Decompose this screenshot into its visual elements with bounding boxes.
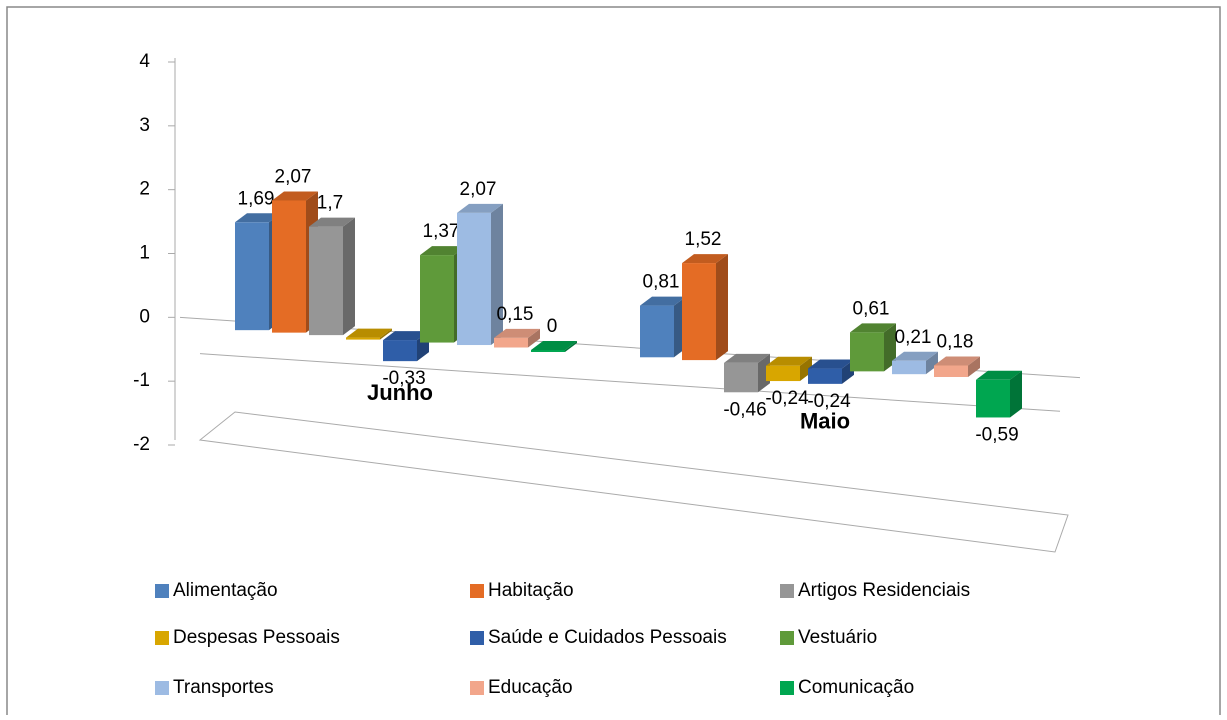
legend-swatch: [470, 681, 484, 695]
legend-swatch: [155, 584, 169, 598]
legend-label: Habitação: [488, 580, 574, 601]
bar-top: [934, 356, 980, 366]
bar-top: [457, 203, 503, 213]
data-label: -0,24: [807, 391, 851, 412]
bar-top: [309, 217, 355, 227]
data-label: 1,69: [238, 188, 275, 209]
bar-top: [850, 323, 896, 333]
chart-border: [6, 6, 1221, 720]
bar: [640, 305, 674, 358]
data-label: 1,37: [423, 221, 460, 242]
bar: [892, 360, 926, 375]
data-label: 0,61: [853, 298, 890, 319]
y-tick-label: -2: [133, 434, 150, 455]
bar-top: [640, 296, 686, 306]
bar: [976, 379, 1010, 418]
data-label: 0,15: [497, 304, 534, 325]
legend-label: Alimentação: [173, 580, 278, 601]
bar-side: [716, 254, 728, 361]
bar-side: [1010, 370, 1022, 418]
bar-side: [343, 217, 355, 336]
bar: [494, 337, 528, 348]
legend-swatch: [155, 681, 169, 695]
bar: [682, 263, 716, 361]
data-label: 0: [547, 316, 558, 337]
data-label: -0,59: [975, 424, 1018, 445]
bar-top: [892, 351, 938, 361]
legend-label: Artigos Residenciais: [798, 580, 970, 601]
bar: [934, 365, 968, 377]
bar: [235, 222, 269, 331]
bar: [383, 340, 417, 362]
bar-top: [724, 353, 770, 363]
bar-side: [758, 353, 770, 393]
y-tick-label: 0: [139, 306, 150, 327]
y-tick-label: 3: [139, 115, 150, 136]
bar-side: [968, 356, 980, 377]
data-label: 0,21: [895, 327, 932, 348]
data-label: 1,52: [685, 229, 722, 250]
legend-swatch: [155, 631, 169, 645]
data-label: 2,07: [460, 179, 497, 200]
bar: [724, 362, 758, 393]
data-label: 0,81: [643, 272, 680, 293]
bar: [457, 212, 491, 346]
data-label: 0,18: [937, 332, 974, 353]
bar-side: [491, 203, 503, 346]
bar-top: [766, 356, 812, 366]
y-tick-label: 4: [139, 51, 150, 72]
legend-label: Educação: [488, 677, 573, 698]
data-label: -0,33: [382, 368, 425, 389]
bar-side: [528, 328, 540, 348]
floor: [198, 411, 1069, 553]
bar-top: [272, 191, 318, 201]
x-tick-label: Junho: [367, 380, 433, 405]
bar: [808, 368, 842, 384]
legend-label: Comunicação: [798, 677, 914, 698]
bar-top: [808, 359, 854, 369]
bar-top: [235, 213, 281, 223]
y-tick-label: -1: [133, 370, 150, 391]
bar: [272, 200, 306, 333]
bar-top: [420, 246, 466, 256]
legend-label: Vestuário: [798, 627, 877, 648]
bar-top: [383, 331, 429, 341]
bar-side: [565, 340, 577, 352]
bar-top: [682, 254, 728, 264]
bar: [309, 226, 343, 336]
bar-side: [926, 351, 938, 375]
bar: [420, 255, 454, 343]
bar: [531, 349, 565, 352]
x-tick-label: Maio: [800, 408, 850, 433]
legend-label: Transportes: [173, 677, 274, 698]
y-tick-label: 2: [139, 179, 150, 200]
legend-label: Despesas Pessoais: [173, 627, 340, 648]
bar: [850, 332, 884, 372]
bar-side: [380, 328, 392, 340]
data-label: -0,24: [765, 388, 809, 409]
bar-top: [531, 340, 577, 350]
data-label: 2,07: [275, 167, 312, 188]
bar: [346, 337, 380, 340]
legend-swatch: [780, 631, 794, 645]
bar-side: [884, 323, 896, 372]
legend-label: Saúde e Cuidados Pessoais: [488, 627, 727, 648]
baseline-front: [199, 353, 1061, 412]
legend-swatch: [780, 681, 794, 695]
legend-swatch: [470, 631, 484, 645]
legend-swatch: [470, 584, 484, 598]
bar-top: [346, 328, 392, 338]
bar-top: [976, 370, 1022, 380]
bar-side: [800, 356, 812, 382]
y-tick-label: 1: [139, 243, 150, 264]
legend-swatch: [780, 584, 794, 598]
data-label: 1,7: [317, 193, 343, 214]
bar-top: [494, 328, 540, 338]
data-label: -0,46: [723, 399, 766, 420]
bar: [766, 365, 800, 382]
